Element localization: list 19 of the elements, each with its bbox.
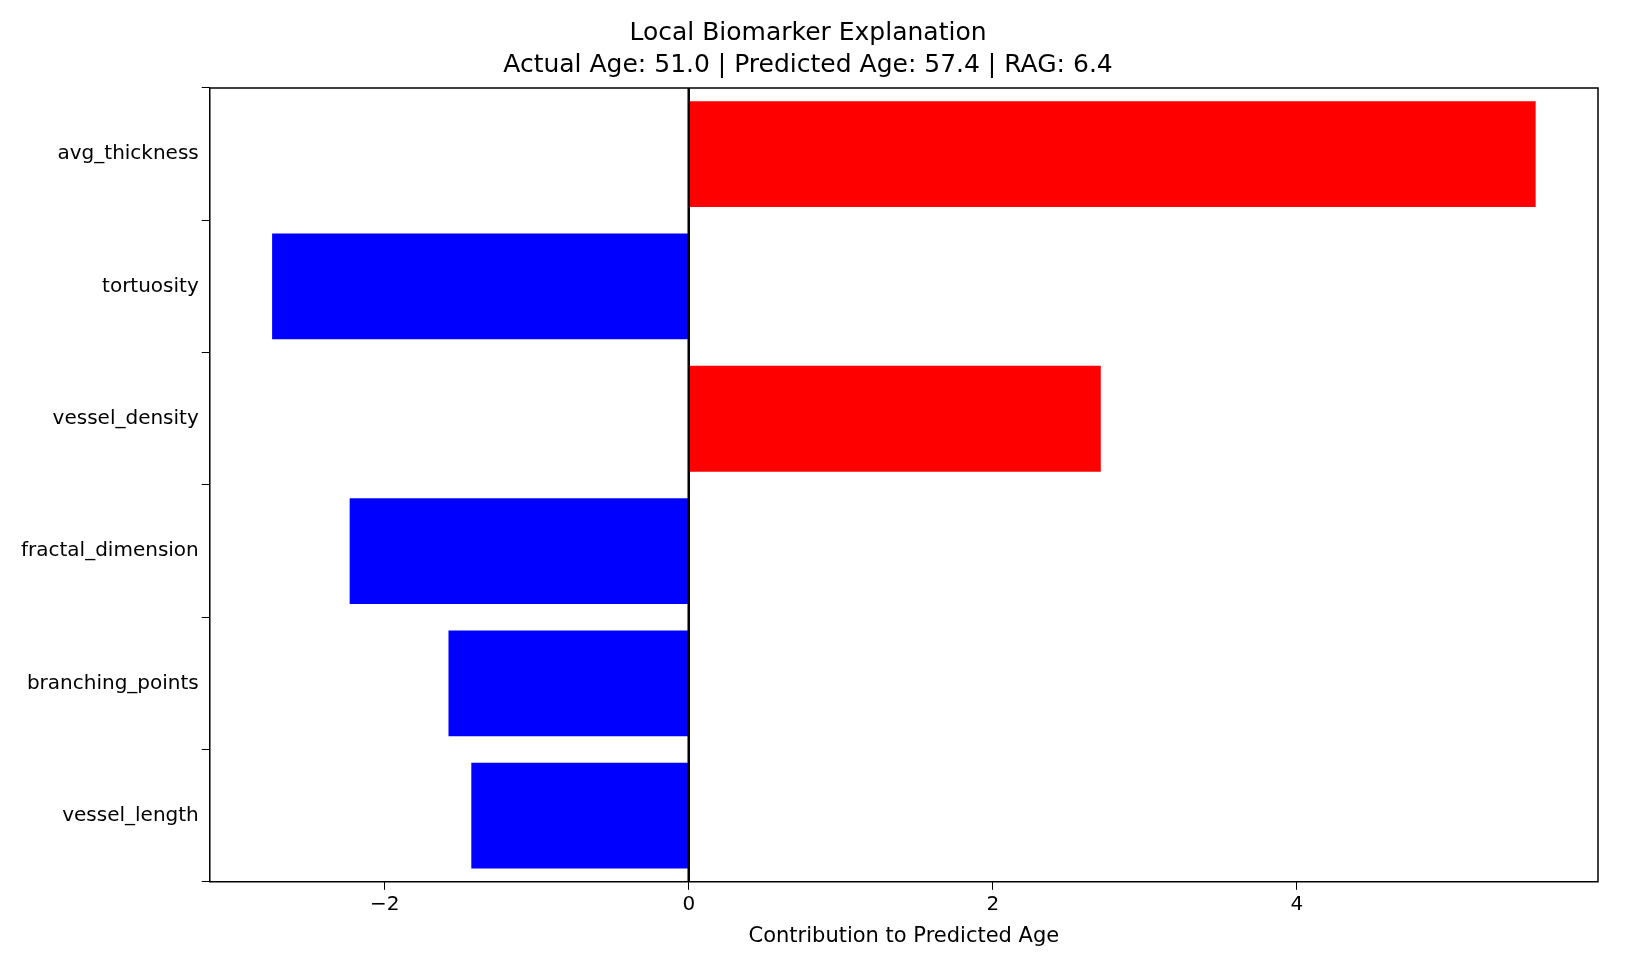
y-tick-label: vessel_length [62, 801, 199, 826]
y-tick-label: avg_thickness [57, 140, 199, 165]
x-tick-label: 4 [1290, 891, 1304, 915]
y-tick-label: vessel_density [52, 404, 199, 429]
y-tick-label: branching_points [26, 669, 199, 694]
bar [349, 498, 689, 604]
bar [689, 101, 1536, 208]
chart-title: Local Biomarker Explanation [629, 16, 987, 46]
y-tick-label: fractal_dimension [20, 537, 199, 562]
x-tick-label: 2 [986, 891, 1000, 915]
chart-subtitle: Actual Age: 51.0 | Predicted Age: 57.4 | RAG: 6.4 [503, 48, 1113, 78]
bar [689, 365, 1101, 472]
x-axis-title: Contribution to Predicted Age [748, 922, 1060, 947]
bar [272, 233, 689, 340]
y-tick-label: tortuosity [102, 272, 199, 297]
x-tick-label: −2 [369, 891, 400, 915]
bar [471, 762, 689, 869]
bar [448, 630, 689, 737]
x-tick-label: 0 [682, 891, 696, 915]
